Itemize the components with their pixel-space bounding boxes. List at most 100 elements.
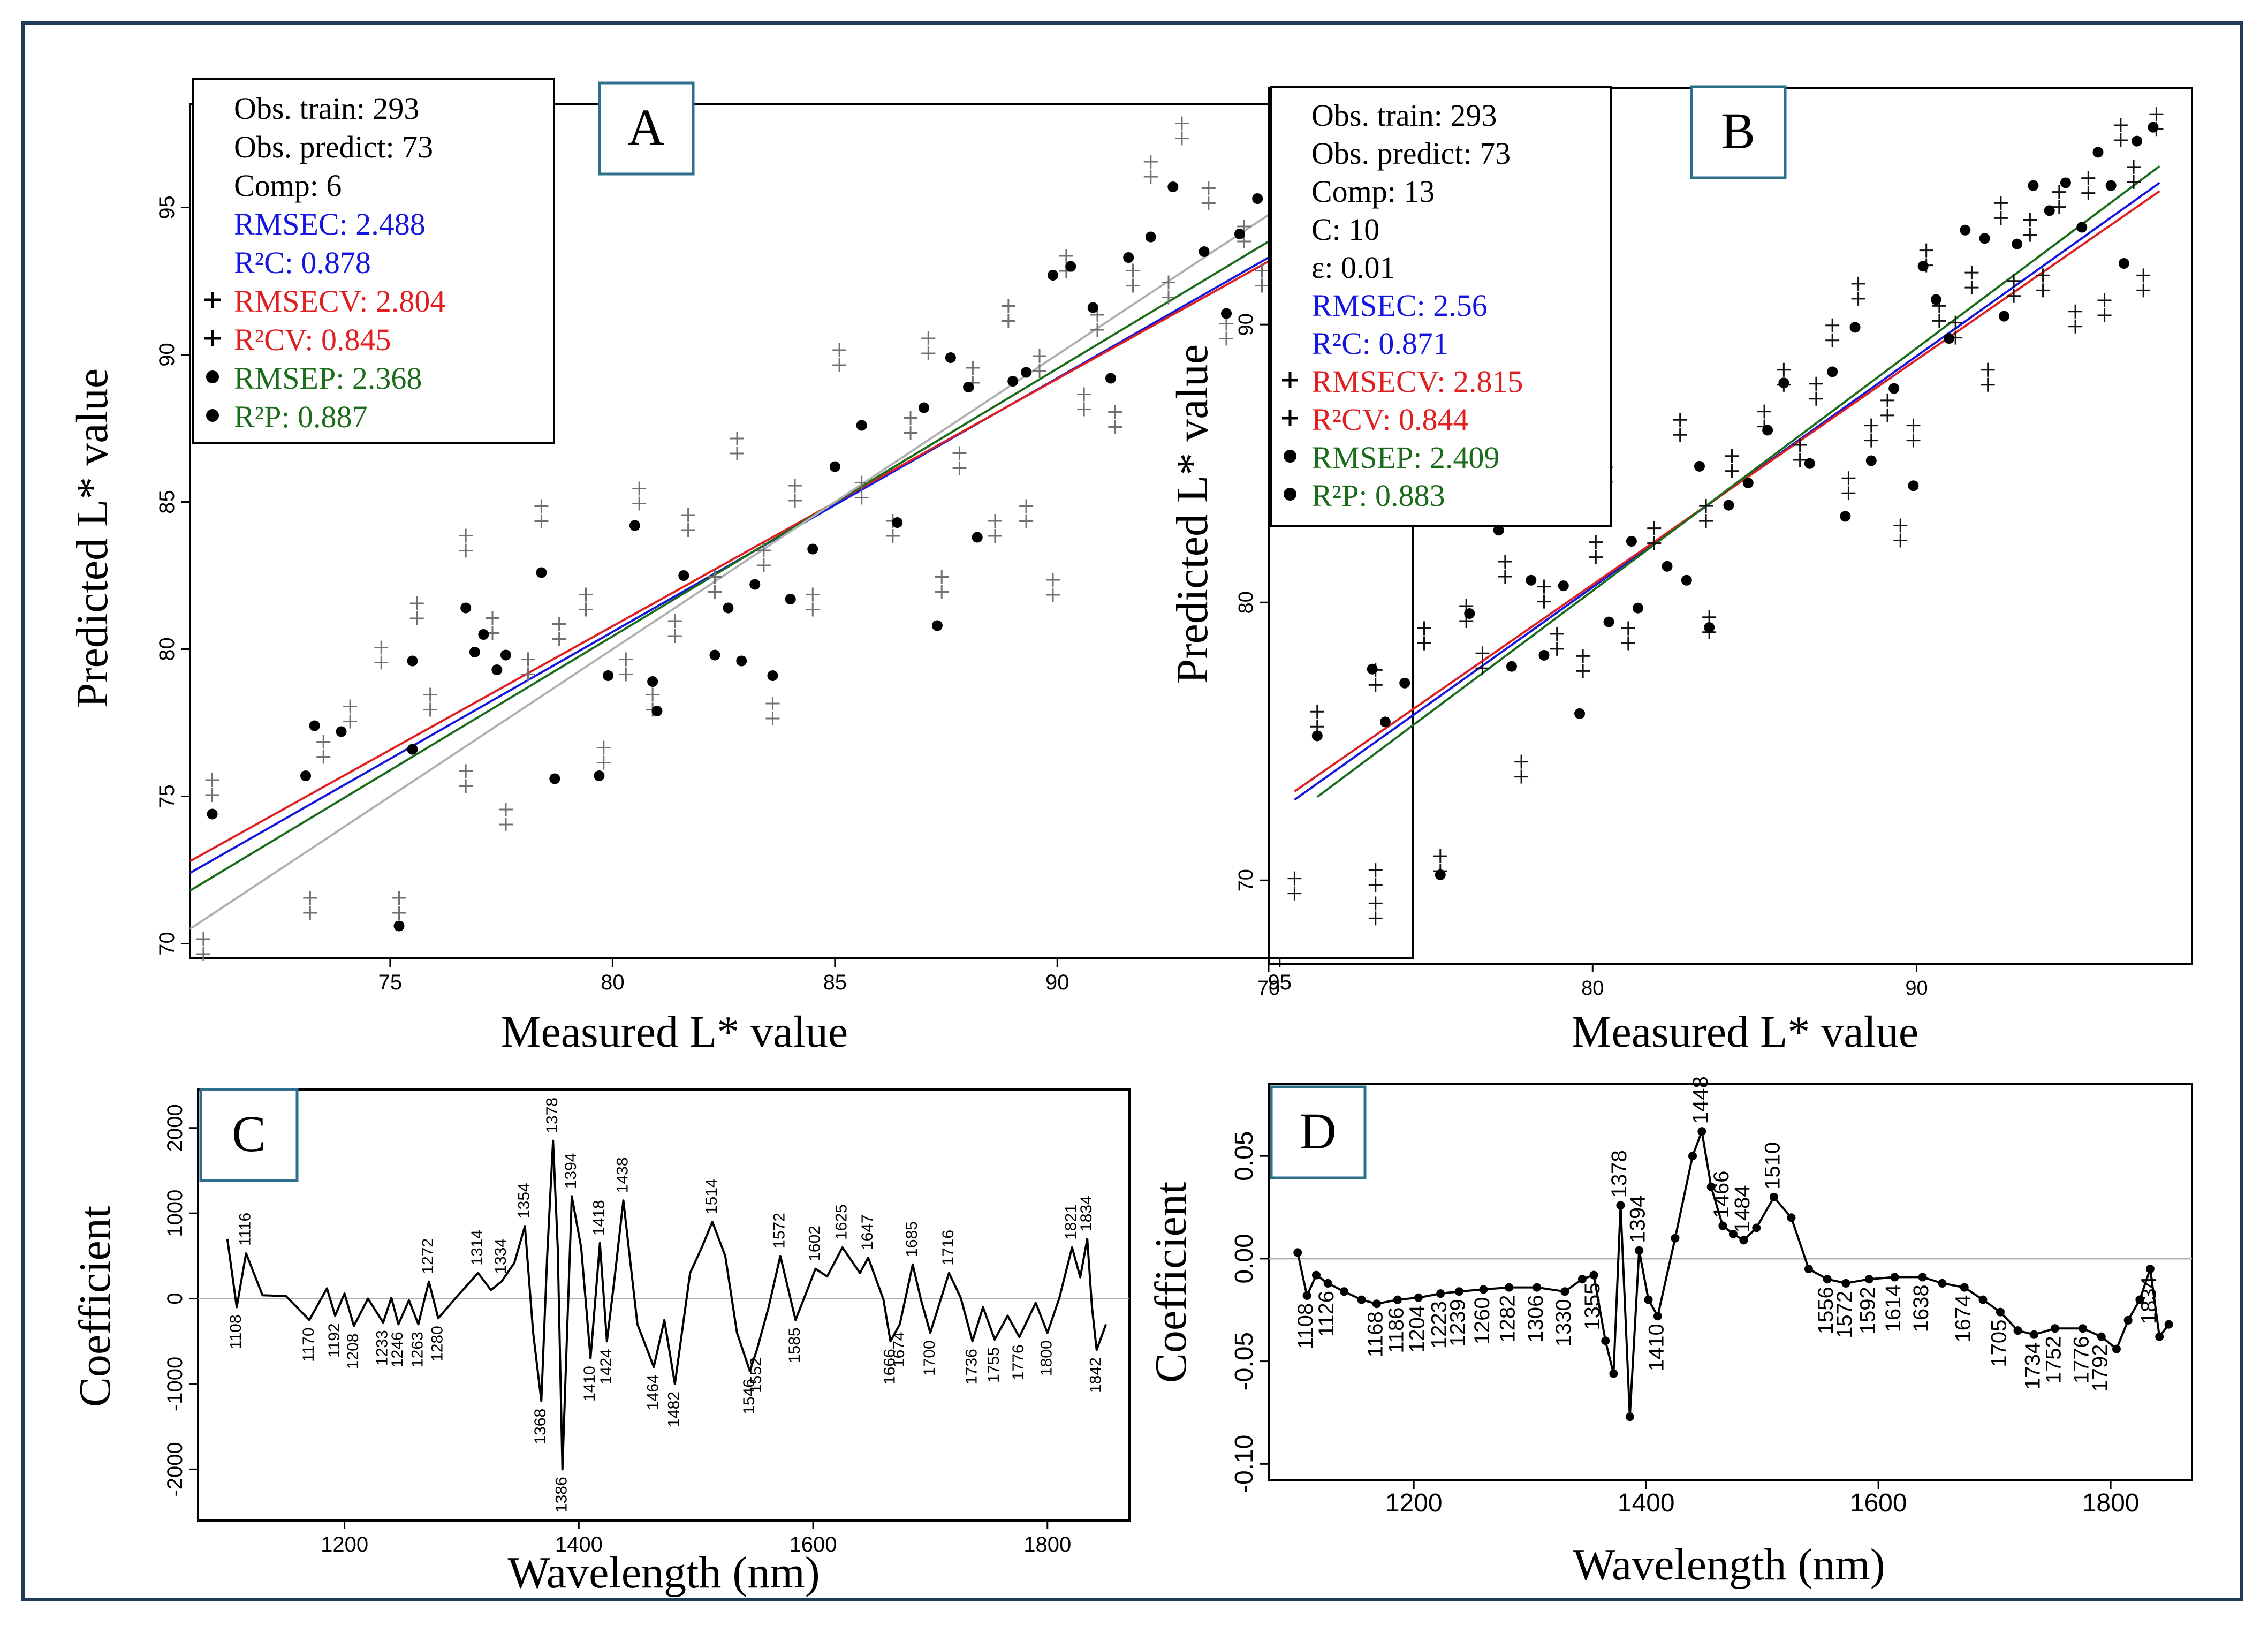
cv-point-marker bbox=[1514, 754, 1529, 769]
legend-a: Obs. train: 293 Obs. predict: 73 Comp: 6 RM… bbox=[204, 91, 445, 434]
peak-label: 1272 bbox=[419, 1238, 437, 1274]
cv-point-marker bbox=[2113, 118, 2128, 133]
peak-label: 1552 bbox=[747, 1357, 765, 1393]
cv-point-marker bbox=[596, 740, 611, 755]
y-tick-label: 90 bbox=[155, 343, 179, 367]
cv-point-marker bbox=[2007, 274, 2021, 288]
legend-stat-text: Obs. predict: 73 bbox=[234, 130, 433, 164]
coefficient-point bbox=[2029, 1330, 2038, 1339]
peak-label: 1239 bbox=[1446, 1299, 1469, 1347]
cv-point-marker bbox=[1433, 849, 1447, 864]
y-tick-label: 90 bbox=[1235, 313, 1257, 336]
prediction-point bbox=[2012, 238, 2023, 249]
prediction-point bbox=[2132, 135, 2143, 147]
y-axis-label-a: Predicted L* value bbox=[67, 368, 117, 708]
x-tick-label: 1600 bbox=[1850, 1489, 1907, 1517]
cv-point-marker bbox=[196, 947, 210, 961]
peak-label: 1556 bbox=[1814, 1287, 1838, 1334]
cv-point-marker bbox=[1576, 664, 1590, 678]
cv-point-marker bbox=[1919, 243, 1933, 258]
y-tick-label: 1000 bbox=[163, 1190, 187, 1237]
peak-label: 1800 bbox=[1038, 1340, 1056, 1376]
prediction-point bbox=[807, 543, 818, 555]
legend-stat-text: RMSEC: 2.488 bbox=[234, 207, 426, 241]
cv-point-marker bbox=[1368, 863, 1383, 878]
cv-point-marker bbox=[1475, 661, 1490, 676]
cv-point-marker bbox=[854, 490, 869, 505]
peak-label: 1666 bbox=[881, 1349, 898, 1385]
prediction-point bbox=[1021, 367, 1032, 378]
cv-point-marker bbox=[1368, 878, 1383, 893]
prediction-point bbox=[1007, 376, 1019, 387]
cv-point-marker bbox=[1621, 621, 1635, 636]
coefficient-point bbox=[2164, 1320, 2173, 1329]
cv-point-marker bbox=[1589, 535, 1603, 549]
prediction-point bbox=[536, 567, 547, 578]
prediction-point bbox=[709, 649, 720, 661]
legend-stat-text: Obs. train: 293 bbox=[1311, 98, 1497, 133]
cv-point-marker bbox=[681, 508, 695, 522]
coefficient-point bbox=[1302, 1291, 1311, 1300]
cv-point-marker bbox=[1757, 404, 1772, 419]
coefficient-point bbox=[2013, 1326, 2022, 1335]
peak-label: 1700 bbox=[921, 1340, 938, 1376]
cv-point-marker bbox=[196, 932, 210, 946]
cv-point-marker bbox=[935, 585, 949, 599]
prediction-point bbox=[500, 649, 511, 661]
cv-point-marker bbox=[1699, 499, 1713, 513]
legend-stat-text: Comp: 13 bbox=[1311, 174, 1435, 209]
cv-point-marker bbox=[1948, 315, 1963, 330]
peak-label: 1314 bbox=[468, 1230, 486, 1266]
peak-label: 1263 bbox=[408, 1332, 426, 1367]
peak-label: 1282 bbox=[1496, 1295, 1520, 1343]
cv-point-marker bbox=[579, 602, 593, 617]
prediction-point bbox=[1234, 229, 1245, 239]
cv-point-marker bbox=[1841, 486, 1856, 501]
cv-point-marker bbox=[1019, 514, 1034, 528]
peak-label: 1204 bbox=[1405, 1305, 1429, 1353]
cv-point-marker bbox=[1108, 420, 1122, 434]
peak-label: 1410 bbox=[1644, 1324, 1668, 1371]
legend-stat-text: RMSECV: 2.804 bbox=[234, 284, 445, 319]
cv-point-marker bbox=[392, 891, 406, 905]
peak-label: 1192 bbox=[325, 1323, 343, 1358]
peak-label: 1585 bbox=[786, 1327, 803, 1363]
cv-point-marker bbox=[1621, 636, 1635, 651]
x-axis-label-c: Wavelength (nm) bbox=[507, 1548, 820, 1598]
y-tick-label: 70 bbox=[1235, 869, 1257, 891]
peak-label: 1510 bbox=[1761, 1142, 1784, 1190]
cv-point-marker bbox=[2007, 289, 2021, 303]
cv-point-marker bbox=[1932, 314, 1946, 328]
cv-point-marker bbox=[1825, 333, 1840, 347]
prediction-point bbox=[1558, 580, 1569, 592]
peak-label: 1755 bbox=[985, 1347, 1003, 1383]
cv-point-marker bbox=[343, 699, 358, 714]
cv-point-marker bbox=[459, 528, 473, 543]
coefficient-point bbox=[1978, 1295, 1988, 1304]
panel-c-badge bbox=[199, 1088, 299, 1182]
peak-label: 1674 bbox=[1951, 1295, 1975, 1343]
cv-point-marker bbox=[788, 479, 802, 493]
plot-c-marks: 1200 1400 1600 1800 -2000 -1000 0 1000 2000 1108 1… bbox=[163, 1098, 1129, 1556]
prediction-point bbox=[1435, 869, 1446, 880]
legend-stat-text: R²P: 0.883 bbox=[1311, 478, 1445, 513]
prediction-point bbox=[1199, 246, 1210, 257]
cv-point-marker bbox=[1777, 362, 1791, 377]
cv-point-marker bbox=[1033, 364, 1047, 378]
cv-point-marker bbox=[1906, 433, 1921, 448]
cv-point-marker bbox=[952, 461, 967, 475]
cv-point-marker bbox=[646, 687, 660, 702]
coefficient-point bbox=[1635, 1246, 1644, 1255]
cv-point-marker bbox=[1090, 323, 1105, 337]
y-tick-label: 95 bbox=[155, 195, 179, 220]
peak-label: 1834 bbox=[1078, 1196, 1095, 1231]
prediction-point bbox=[1849, 322, 1861, 333]
cv-point-marker bbox=[2081, 186, 2096, 200]
coefficient-point bbox=[1340, 1287, 1349, 1296]
prediction-point bbox=[1979, 233, 1990, 244]
prediction-point bbox=[1804, 458, 1815, 469]
coefficient-point bbox=[1293, 1248, 1302, 1257]
coefficient-point bbox=[1996, 1307, 2005, 1317]
panel-c-label: C bbox=[232, 1105, 266, 1162]
